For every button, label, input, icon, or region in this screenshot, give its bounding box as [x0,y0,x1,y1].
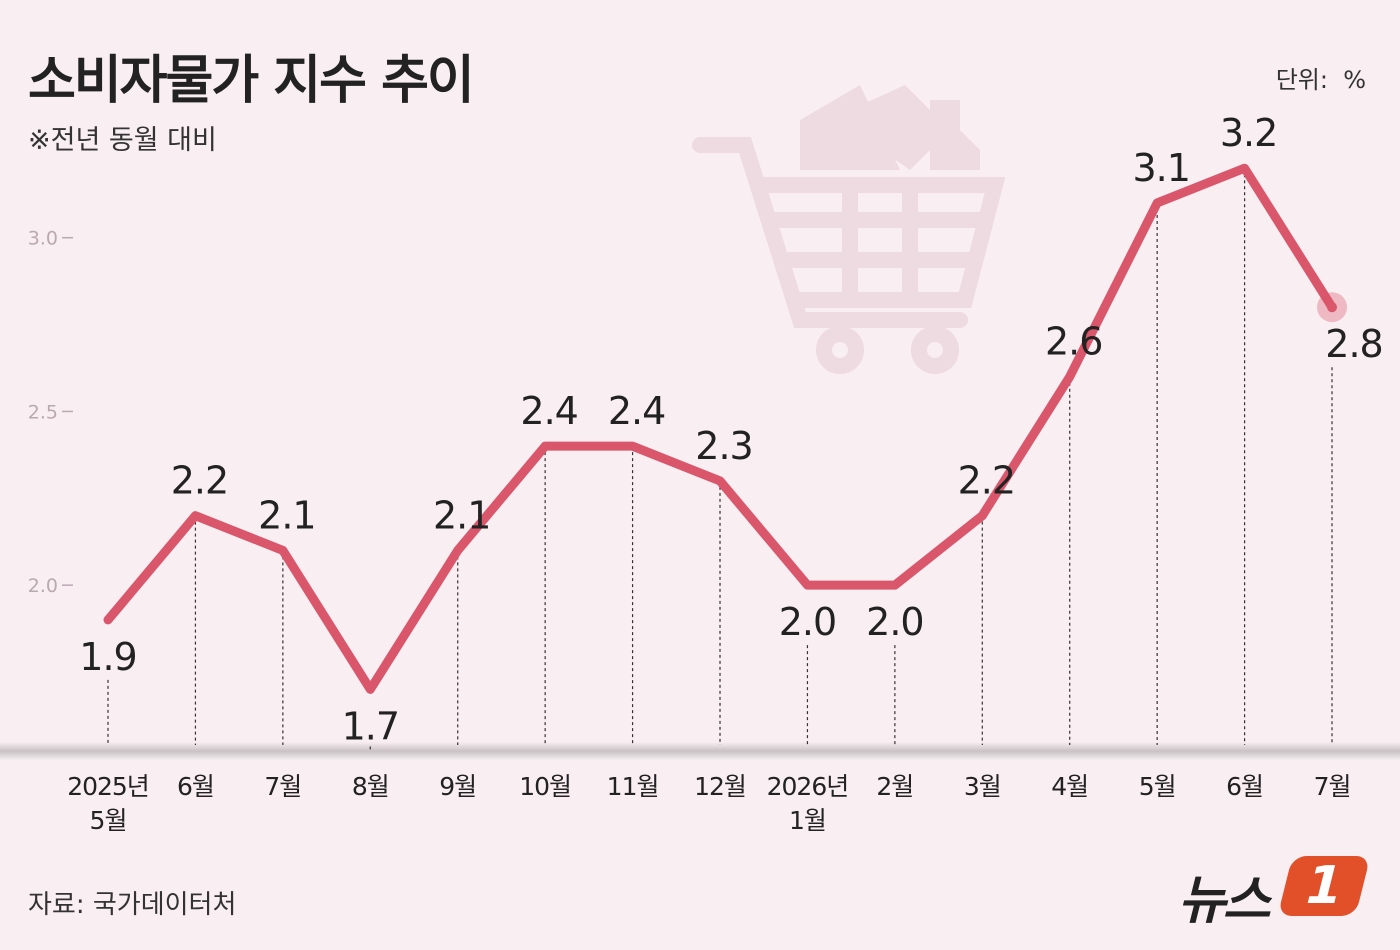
x-tick-label: 3월 [963,772,1002,801]
x-tick-label: 11월 [606,772,660,801]
baseline [0,742,1400,760]
value-label: 2.0 [866,600,923,644]
value-label: 2.0 [779,600,836,644]
x-tick-label: 6월 [1226,772,1264,801]
end-point-core [1327,302,1338,313]
x-tick-label: 5월 [1138,772,1177,801]
line [103,163,1337,694]
cart-icon [692,85,1006,374]
source: 자료: 국가데이터처 [28,890,237,920]
value-label: 2.1 [433,493,490,537]
x-tick-label: 8월 [351,772,390,801]
x-tick-label: 2월 [876,772,914,801]
value-label: 2.2 [958,459,1015,503]
logo-text: 뉴스 [1178,871,1271,931]
value-label: 2.8 [1325,322,1382,366]
value-label: 2.1 [258,493,315,537]
value-label: 2.6 [1045,320,1102,364]
unit: 단위: % [1275,66,1366,94]
x-tick-label: 9월 [439,772,477,801]
value-label: 3.2 [1220,111,1277,155]
value-label: 3.1 [1132,146,1189,190]
x-tick-label: 2026년 1월 [766,772,850,835]
x-tick-label: 12월 [694,772,747,801]
value-label: 2.2 [171,459,228,503]
x-tick-label: 6월 [176,772,215,801]
x-tick-label: 2025년 5월 [67,772,150,835]
y-tick-label: 3.0 [28,228,58,250]
subtitle: ※전년 동월 대비 [28,125,217,156]
chart-title: 소비자물가 지수 추이 [28,51,475,111]
value-label: 2.4 [608,389,665,433]
x-tick-label: 4월 [1051,772,1089,801]
x-tick-label: 7월 [1313,772,1352,801]
x-tick-label: 10월 [519,772,572,801]
value-label: 2.3 [695,424,752,468]
x-tick-label: 7월 [264,772,302,801]
value-label: 2.4 [520,389,577,433]
value-label: 1.7 [342,704,399,748]
y-tick-label: 2.0 [28,575,58,597]
logo-mark: 1 [1277,856,1371,916]
y-tick-label: 2.5 [28,401,58,423]
value-label: 1.9 [79,635,136,679]
